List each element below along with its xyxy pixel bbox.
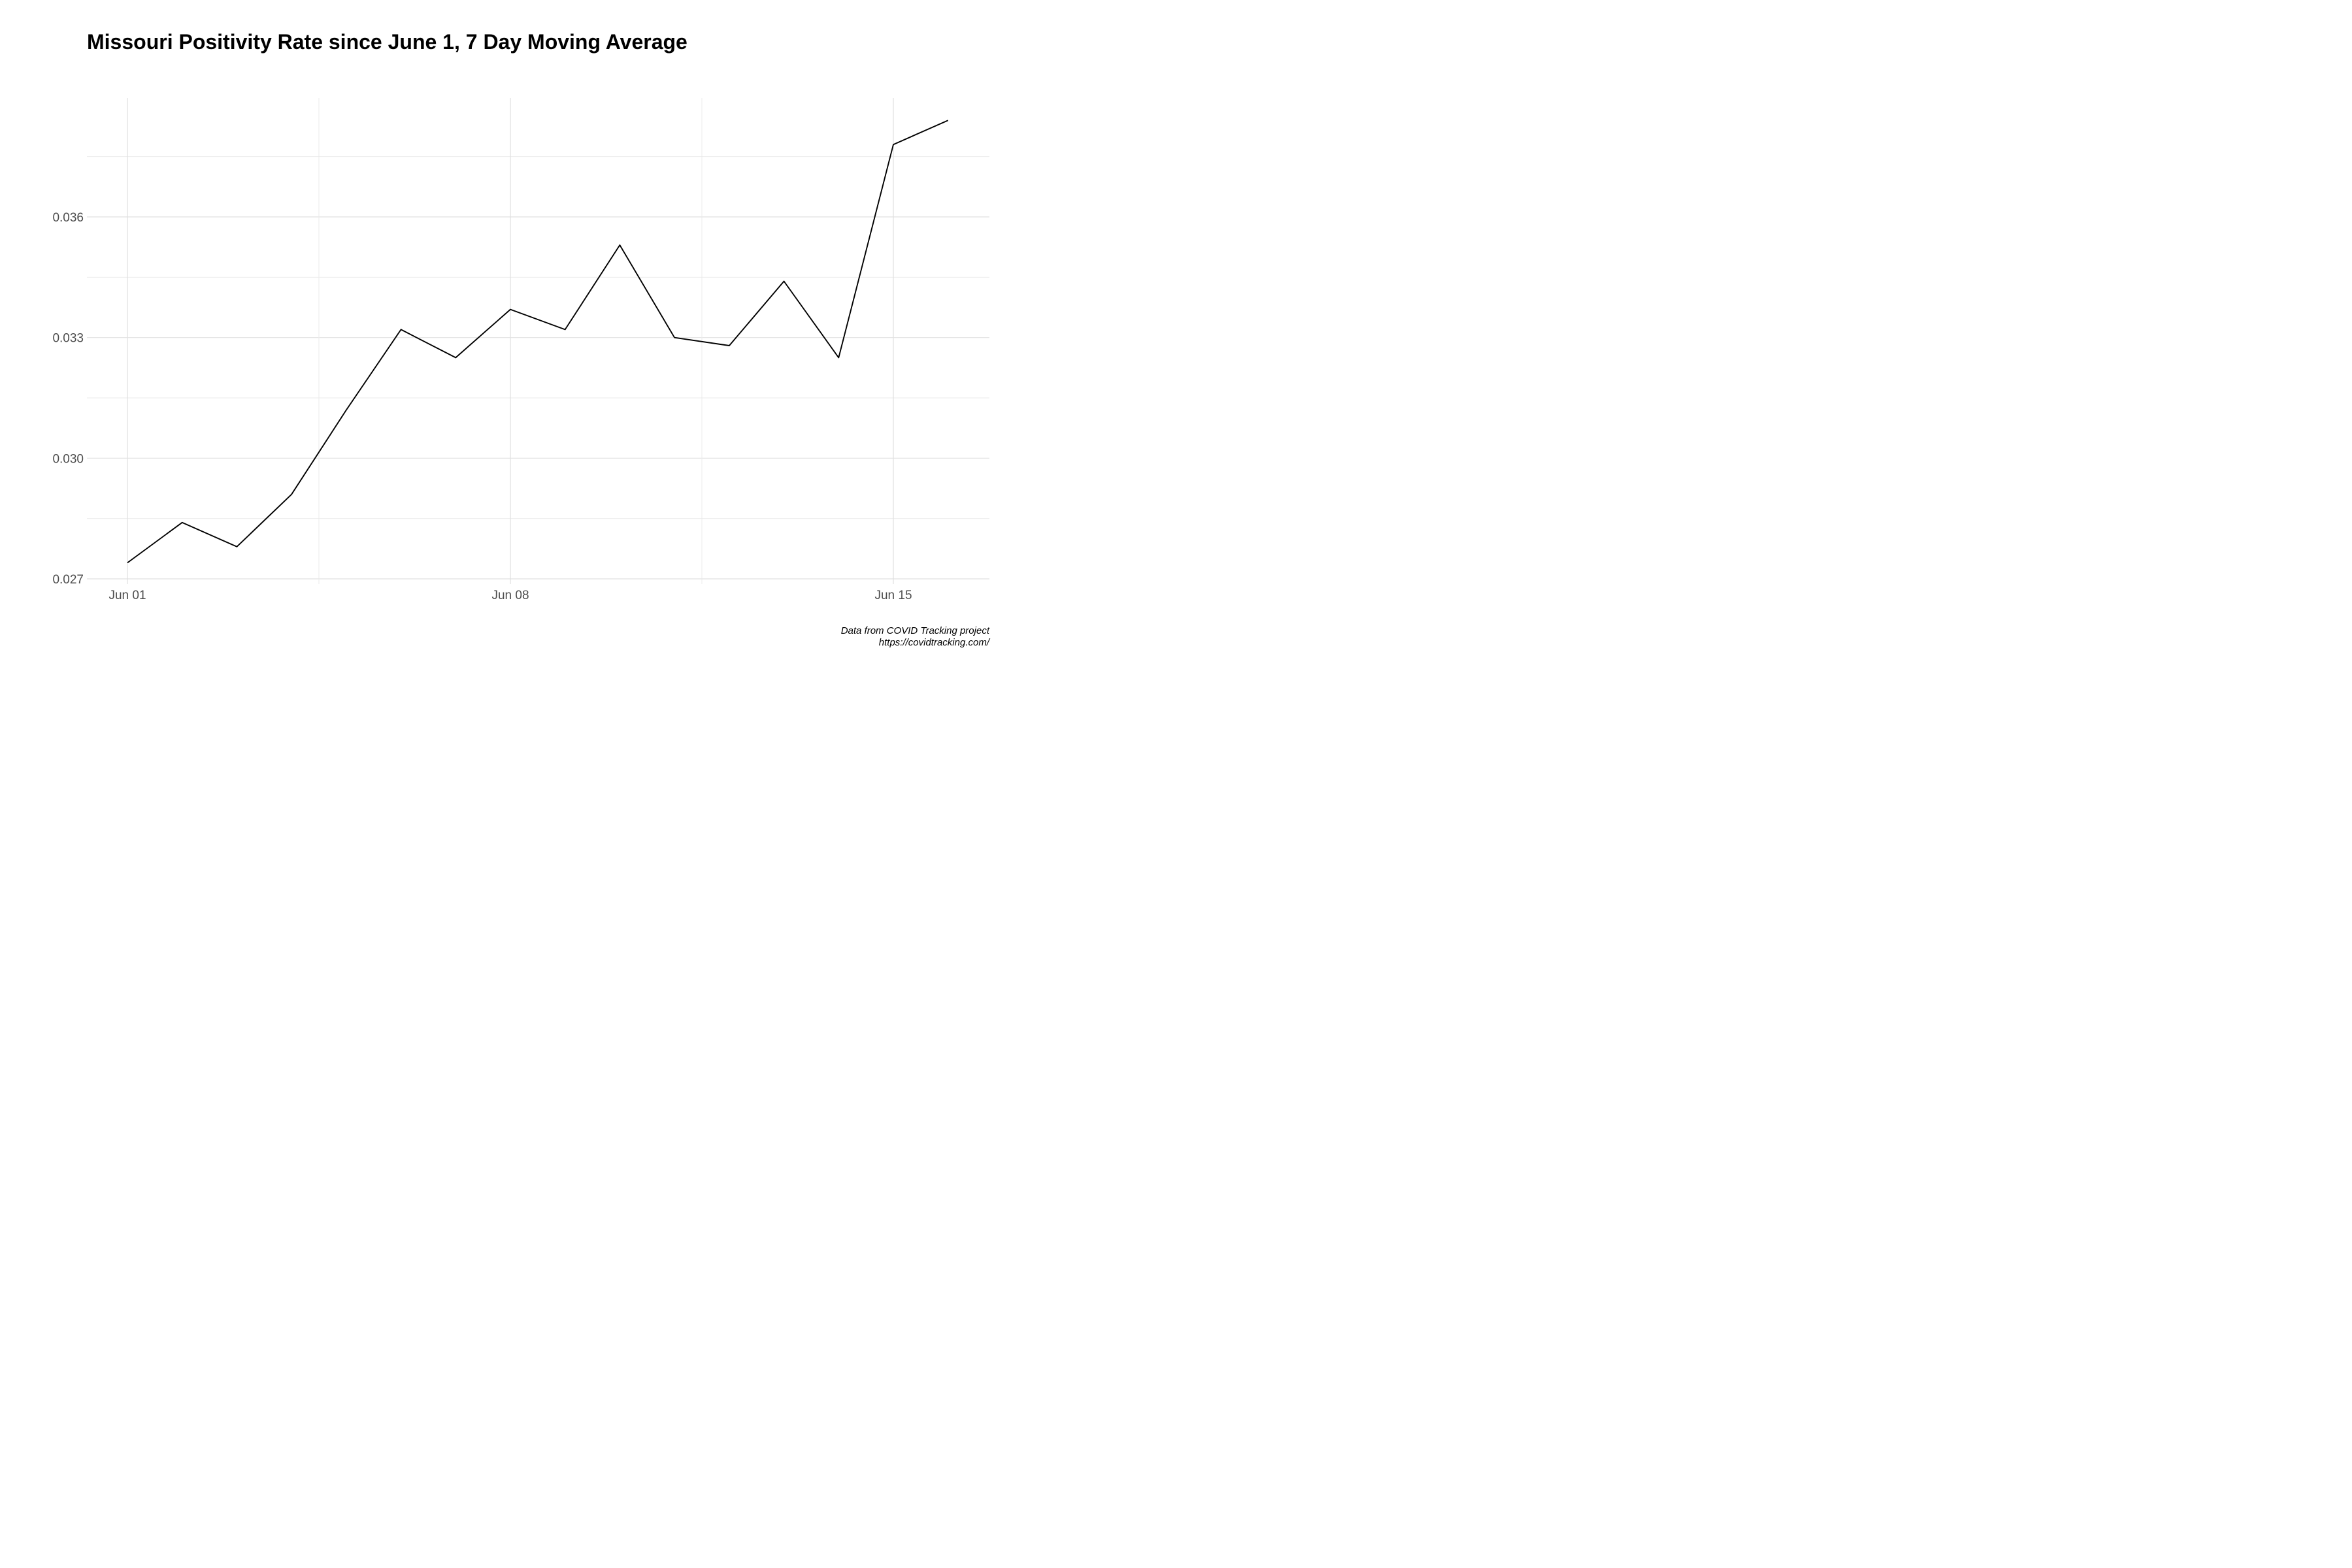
series-layer [127,120,949,564]
line-chart: 0.027 0.030 0.033 0.036 Jun 01 Jun 08 Jun 15 [52,98,989,602]
y-tick-label: 0.030 [52,452,84,466]
source-url: https://covidtracking.com/ [878,637,989,648]
x-tick-label: Jun 01 [108,589,146,602]
x-tick-label: Jun 15 [874,589,912,602]
y-tick-label: 0.027 [52,573,84,587]
x-axis-ticks: Jun 01 Jun 08 Jun 15 [108,589,912,602]
x-tick-label: Jun 08 [491,589,529,602]
grid-lines [87,98,989,584]
y-tick-label: 0.033 [52,332,84,346]
y-axis-ticks: 0.027 0.030 0.033 0.036 [52,211,84,587]
y-tick-label: 0.036 [52,211,84,225]
source-caption: Data from COVID Tracking project [840,625,989,636]
chart-title: Missouri Positivity Rate since June 1, 7… [87,30,687,54]
series-line [127,120,949,564]
